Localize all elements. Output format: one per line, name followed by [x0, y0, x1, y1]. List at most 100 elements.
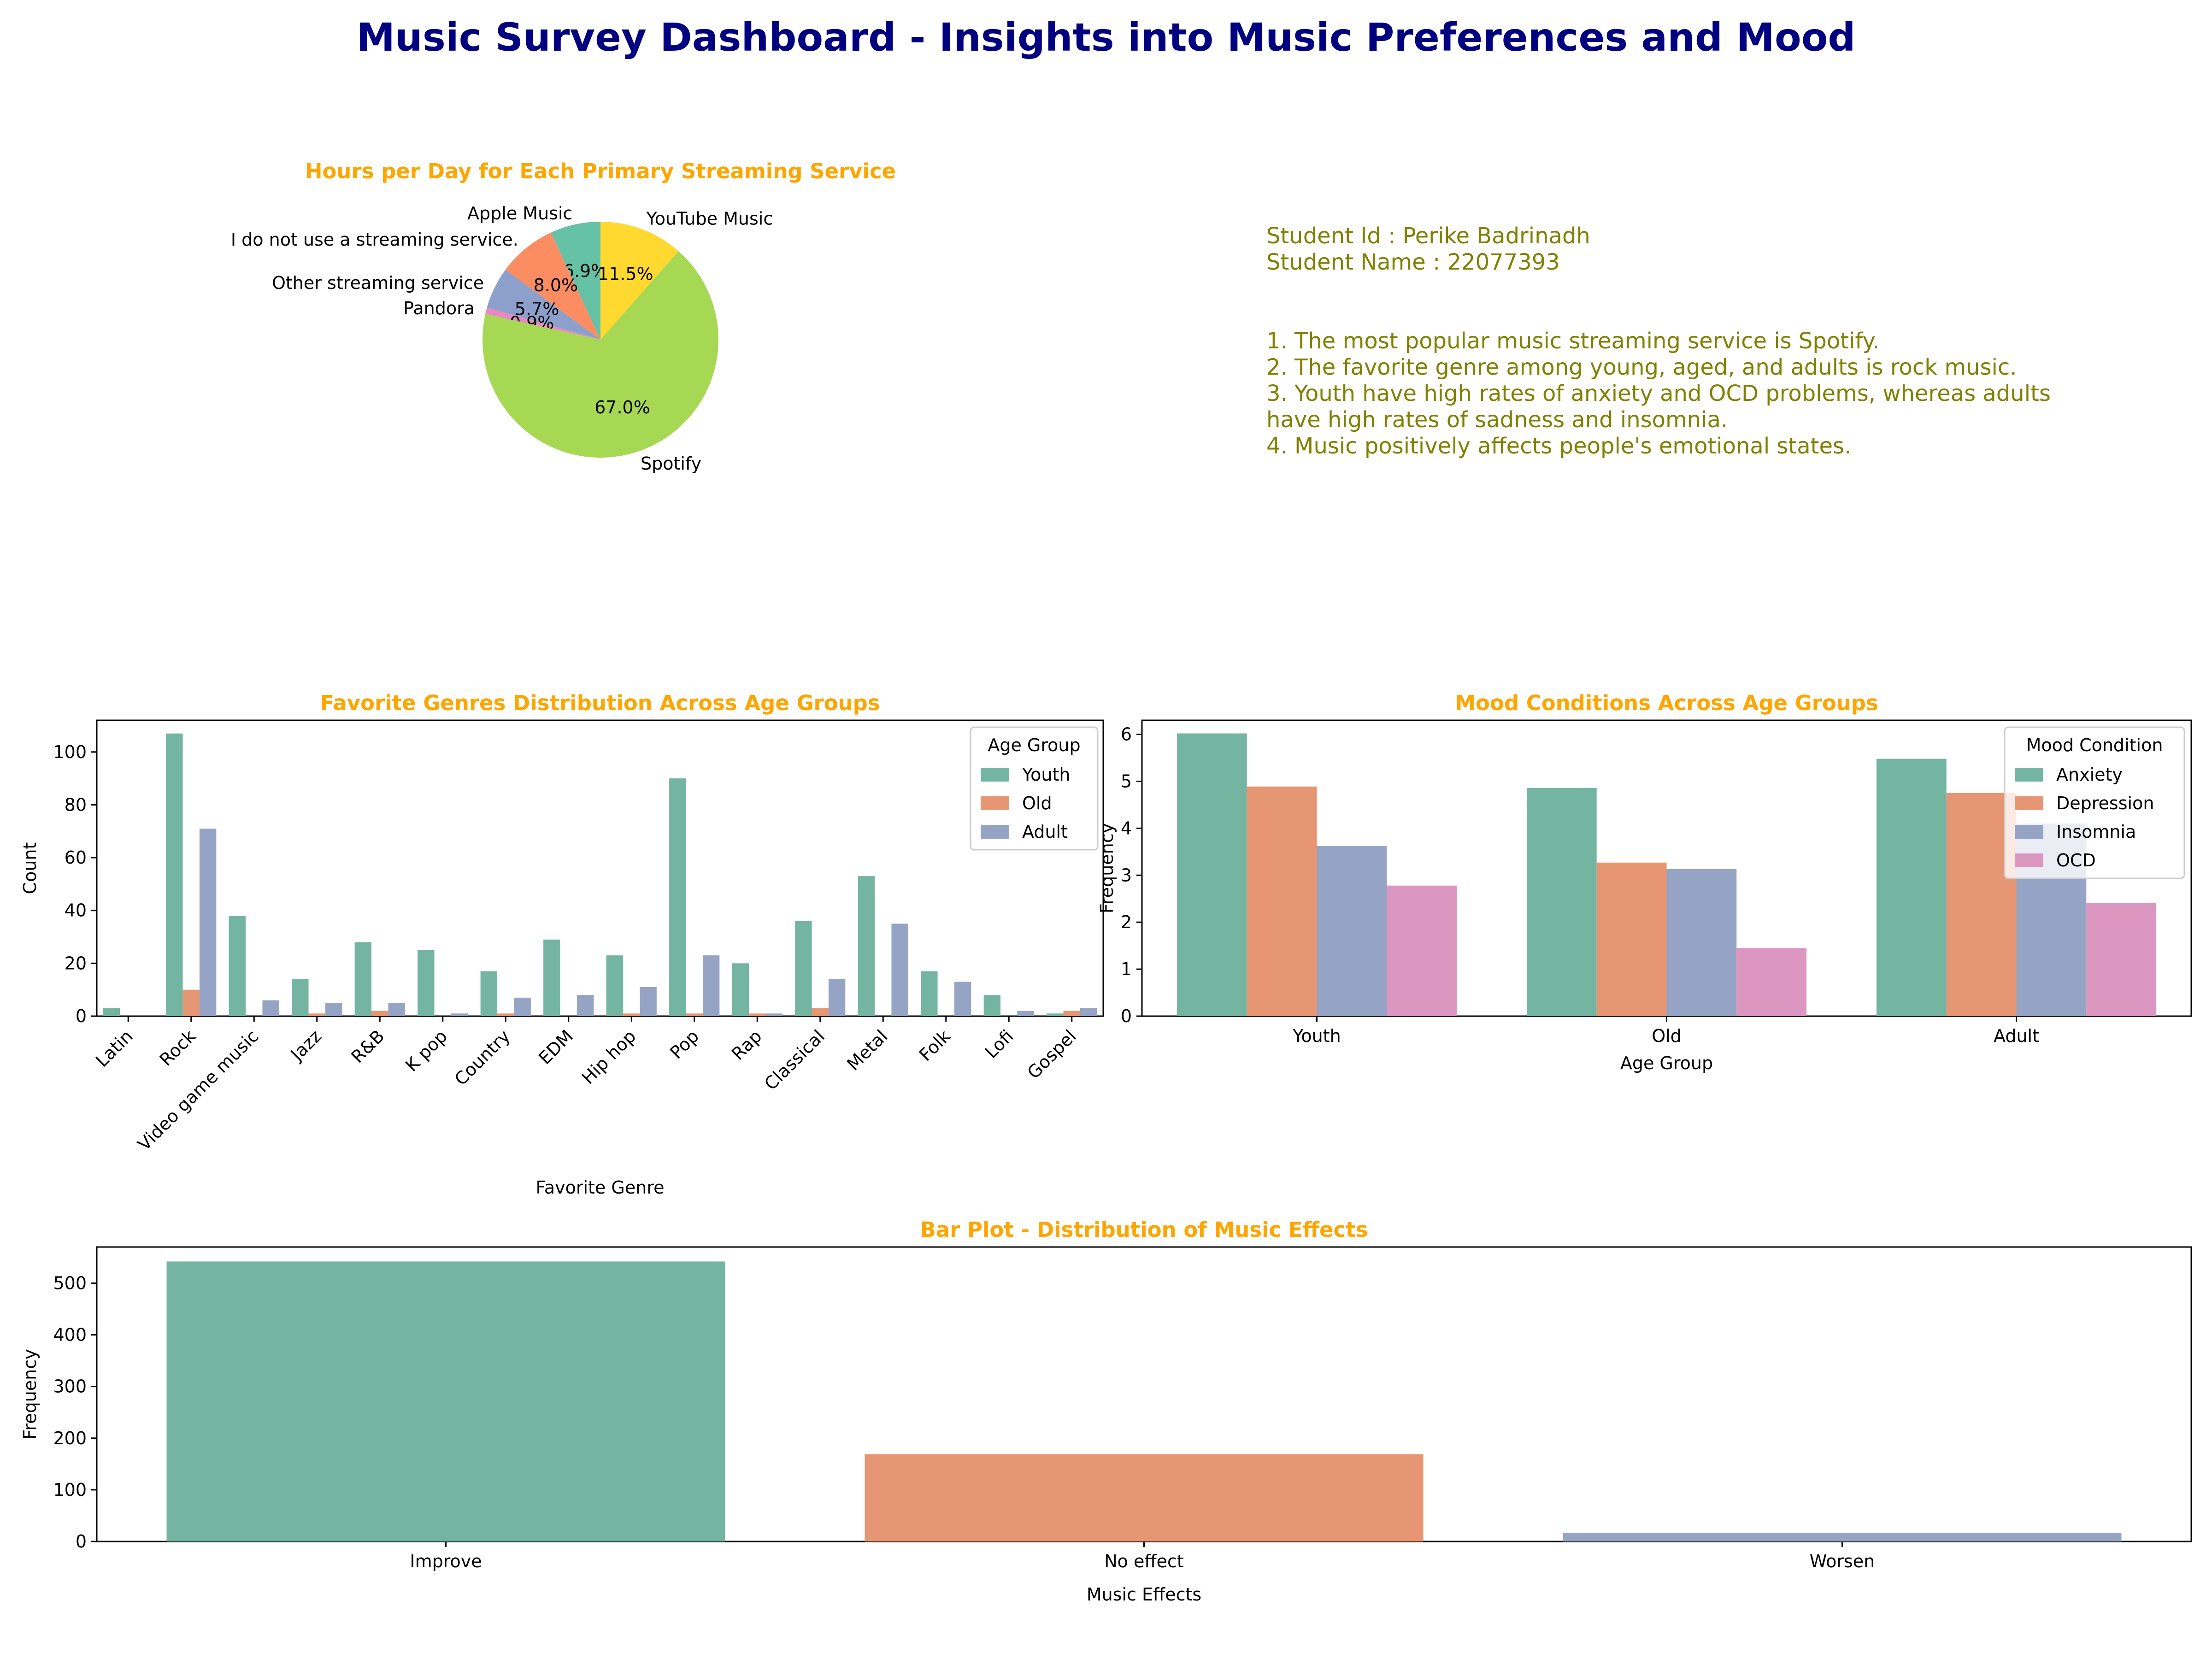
y-axis-label: Count — [20, 842, 40, 894]
pie-slice — [551, 222, 600, 340]
bar — [543, 939, 560, 1016]
legend-label: Anxiety — [2056, 765, 2123, 785]
x-tick-label: Worsen — [1810, 1551, 1875, 1571]
genres-bar-chart: 0 20 40 60 80 100 Favorite Genres Distribution… — [20, 691, 1104, 1198]
bar — [1666, 869, 1737, 1016]
legend-label: Insomnia — [2056, 822, 2136, 842]
bar — [623, 1013, 640, 1016]
bar — [749, 1013, 766, 1016]
y-axis-label: Frequency — [20, 1349, 40, 1439]
pie-pct-label: 8.0% — [534, 275, 578, 295]
legend-label: Old — [1022, 793, 1052, 813]
pie-slice — [482, 251, 718, 458]
y-tick-label: 5 — [1121, 771, 1132, 791]
bar — [577, 995, 594, 1016]
bar — [891, 924, 908, 1016]
bar — [418, 950, 435, 1016]
x-tick-label: No effect — [1104, 1551, 1183, 1571]
info-line: Student Id : Perike Badrinadh — [1266, 223, 1590, 249]
info-line: 1. The most popular music streaming serv… — [1266, 328, 1879, 354]
x-tick-label: Video game music — [134, 1026, 262, 1154]
y-tick-label: 0 — [1121, 1006, 1132, 1026]
bar — [1080, 1008, 1097, 1016]
bar — [182, 989, 200, 1016]
bar — [1247, 786, 1317, 1016]
chart-title: Mood Conditions Across Age Groups — [1455, 691, 1878, 715]
chart-title: Hours per Day for Each Primary Streaming… — [305, 159, 896, 183]
y-tick-label: 6 — [1121, 724, 1132, 745]
x-axis-label: Favorite Genre — [535, 1177, 664, 1198]
bar — [828, 979, 846, 1016]
legend-swatch — [2015, 853, 2043, 867]
x-tick-label: Lofi — [981, 1026, 1018, 1062]
pie-label: Spotify — [641, 453, 701, 474]
x-axis-label: Music Effects — [1087, 1584, 1201, 1605]
bar — [765, 1013, 782, 1016]
bar — [1017, 1011, 1034, 1016]
pie-slice — [487, 270, 600, 340]
plot-frame — [96, 719, 1104, 1017]
bar — [669, 778, 686, 1016]
y-tick-label: 40 — [65, 900, 87, 921]
x-tick-label: Jazz — [286, 1026, 325, 1065]
bar — [732, 963, 749, 1016]
genres-legend — [970, 726, 1099, 851]
x-tick-label: Improve — [410, 1551, 482, 1571]
x-tick-label: R&B — [347, 1026, 388, 1067]
y-tick-label: 300 — [53, 1377, 87, 1397]
info-line: 4. Music positively affects people's emo… — [1266, 433, 1851, 459]
bar — [921, 971, 938, 1016]
pie-label: I do not use a streaming service. — [231, 229, 518, 250]
bar — [702, 955, 720, 1016]
page-title: Music Survey Dashboard - Insights into M… — [356, 15, 1855, 60]
bar — [954, 982, 971, 1016]
bar — [1317, 846, 1387, 1016]
x-tick-label: Folk — [915, 1026, 954, 1065]
bar — [795, 921, 812, 1016]
bar — [1047, 1013, 1064, 1016]
pie-label: Other streaming service — [272, 273, 484, 293]
y-tick-label: 200 — [53, 1428, 87, 1448]
legend-title: Mood Condition — [2026, 735, 2163, 755]
bar — [451, 1013, 468, 1016]
x-tick-label: Rap — [728, 1026, 766, 1064]
legend-title: Age Group — [988, 735, 1080, 755]
bar — [388, 1003, 405, 1016]
mood-bar-chart: 0 1 2 3 4 5 6 Mood Conditions Across Age Groups… — [1097, 691, 2192, 1073]
y-tick-label: 60 — [65, 847, 87, 868]
y-tick-label: 0 — [76, 1006, 87, 1026]
y-tick-label: 400 — [53, 1325, 87, 1345]
x-tick-label: Hip hop — [578, 1026, 640, 1088]
bar — [1876, 759, 1947, 1016]
y-tick-label: 20 — [65, 953, 87, 973]
bar — [166, 733, 183, 1016]
info-line: 2. The favorite genre among young, aged,… — [1266, 354, 2017, 380]
legend-swatch — [2015, 825, 2043, 839]
pie-pct-label: 11.5% — [598, 264, 653, 284]
legend-label: Adult — [1022, 822, 1068, 842]
bar — [1177, 733, 1247, 1016]
x-tick-label: Pop — [666, 1026, 703, 1063]
legend-label: Youth — [1022, 765, 1070, 785]
x-tick-label: Country — [451, 1026, 514, 1089]
x-tick-label: K pop — [401, 1026, 451, 1076]
bar — [686, 1013, 703, 1016]
x-tick-label: Classical — [760, 1026, 829, 1094]
x-axis-label: Age Group — [1620, 1053, 1713, 1073]
chart-title: Bar Plot - Distribution of Music Effects — [920, 1218, 1368, 1242]
streaming-pie-chart: Hours per Day for Each Primary Streaming… — [231, 159, 896, 474]
bar — [480, 971, 498, 1016]
bar — [262, 1000, 279, 1016]
legend-label: OCD — [2056, 850, 2096, 871]
y-tick-label: 500 — [53, 1273, 87, 1293]
bar — [1526, 788, 1597, 1016]
bar — [865, 1454, 1424, 1541]
pie-slice — [485, 307, 600, 340]
x-tick-label: Old — [1652, 1026, 1682, 1046]
info-line: 3. Youth have high rates of anxiety and … — [1266, 381, 2051, 406]
bar — [325, 1003, 342, 1016]
effects-bar-chart: 0 100 200 300 400 500 Bar Plot - Distribution … — [20, 1218, 2192, 1605]
bar — [983, 995, 1001, 1016]
bar — [812, 1008, 829, 1016]
chart-title: Favorite Genres Distribution Across Age … — [320, 691, 880, 715]
